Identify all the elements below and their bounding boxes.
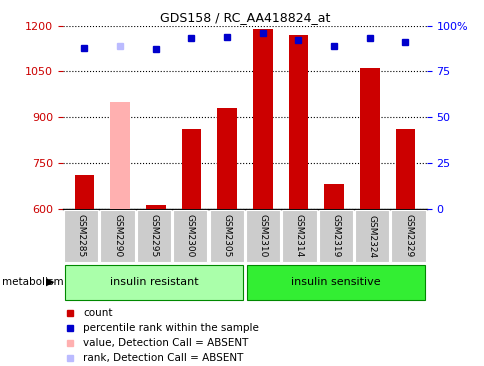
Text: GSM2305: GSM2305 <box>222 214 231 258</box>
Text: GSM2285: GSM2285 <box>76 214 86 258</box>
Bar <box>324 184 343 209</box>
Bar <box>253 29 272 209</box>
Text: GSM2290: GSM2290 <box>113 214 122 258</box>
Bar <box>65 265 242 300</box>
Title: GDS158 / RC_AA418824_at: GDS158 / RC_AA418824_at <box>159 11 330 25</box>
Bar <box>136 210 171 262</box>
Text: GSM2300: GSM2300 <box>185 214 195 258</box>
Text: GSM2319: GSM2319 <box>331 214 340 258</box>
Bar <box>391 210 425 262</box>
Text: percentile rank within the sample: percentile rank within the sample <box>83 323 258 333</box>
Bar <box>75 175 94 209</box>
Text: GSM2310: GSM2310 <box>258 214 267 258</box>
Bar <box>354 210 389 262</box>
Text: insulin sensitive: insulin sensitive <box>290 277 380 287</box>
Text: GSM2324: GSM2324 <box>367 214 376 258</box>
Bar <box>209 210 243 262</box>
Text: value, Detection Call = ABSENT: value, Detection Call = ABSENT <box>83 338 248 348</box>
Bar <box>173 210 207 262</box>
Bar <box>395 129 414 209</box>
Bar <box>245 210 280 262</box>
Text: count: count <box>83 308 112 318</box>
Bar <box>288 35 308 209</box>
Bar <box>246 265 424 300</box>
Text: rank, Detection Call = ABSENT: rank, Detection Call = ABSENT <box>83 354 243 363</box>
Bar <box>282 210 316 262</box>
Bar <box>64 210 98 262</box>
Bar <box>100 210 135 262</box>
Text: GSM2295: GSM2295 <box>149 214 158 258</box>
Text: GSM2314: GSM2314 <box>294 214 303 258</box>
Bar <box>181 129 201 209</box>
Bar <box>318 210 352 262</box>
Text: metabolism: metabolism <box>2 277 64 287</box>
Text: ▶: ▶ <box>46 277 55 287</box>
Bar <box>146 205 165 209</box>
Text: insulin resistant: insulin resistant <box>109 277 198 287</box>
Bar <box>110 102 130 209</box>
Bar <box>217 108 236 209</box>
Text: GSM2329: GSM2329 <box>403 214 412 258</box>
Bar <box>359 68 379 209</box>
